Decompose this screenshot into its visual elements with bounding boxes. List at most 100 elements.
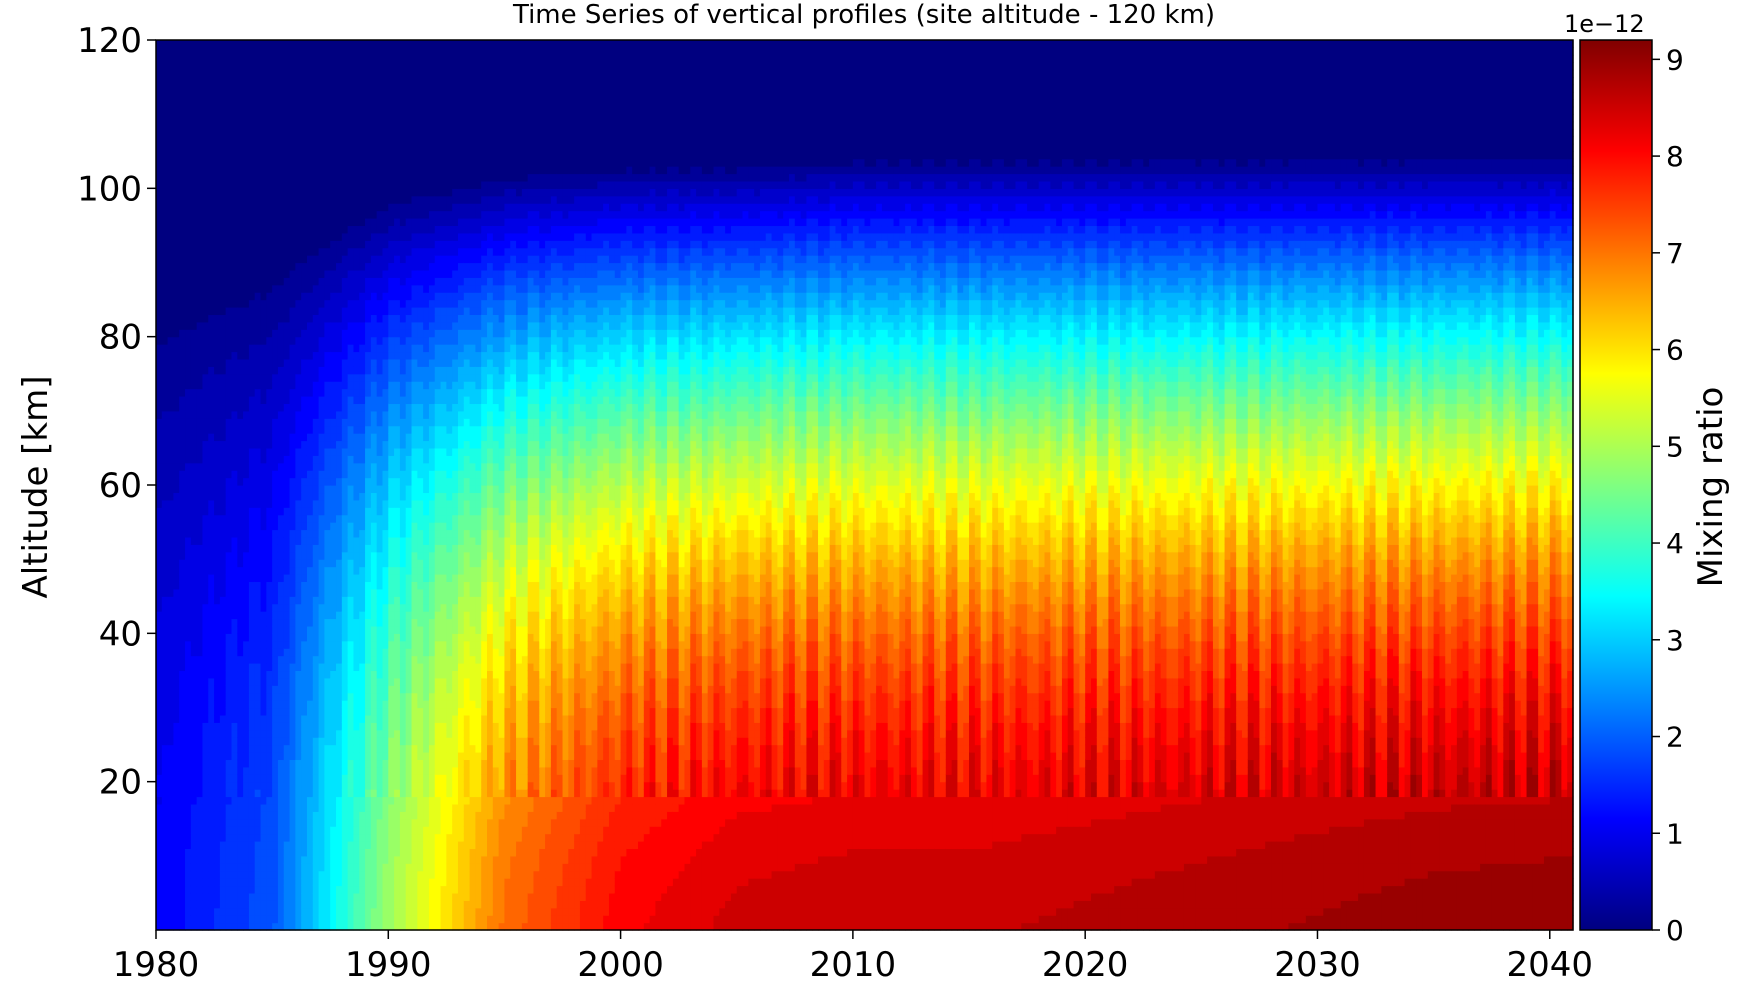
heatmap-cell: [173, 69, 180, 78]
heatmap-cell: [312, 863, 320, 872]
heatmap-cell: [266, 40, 273, 49]
heatmap-cell: [190, 336, 198, 345]
heatmap-cell: [173, 225, 180, 234]
heatmap-cell: [347, 84, 355, 93]
heatmap-cell: [295, 596, 302, 605]
heatmap-cell: [185, 69, 192, 78]
heatmap-cell: [254, 344, 262, 353]
heatmap-cell: [214, 121, 221, 130]
heatmap-cell: [370, 366, 378, 375]
heatmap-cell: [190, 766, 198, 775]
heatmap-cell: [277, 314, 285, 323]
heatmap-cell: [179, 158, 186, 167]
heatmap-cell: [359, 388, 366, 397]
heatmap-cell: [353, 166, 360, 175]
heatmap-cell: [388, 292, 395, 301]
heatmap-cell: [237, 633, 244, 642]
heatmap-cell: [272, 129, 279, 138]
heatmap-cell: [156, 358, 163, 367]
heatmap-cell: [306, 114, 314, 123]
heatmap-cell: [156, 151, 163, 160]
heatmap-cell: [330, 114, 337, 123]
heatmap-cell: [266, 700, 273, 709]
heatmap-cell: [283, 640, 291, 649]
heatmap-cell: [202, 915, 209, 924]
heatmap-cell: [231, 136, 238, 145]
heatmap-cell: [277, 722, 285, 731]
heatmap-cell: [330, 358, 337, 367]
heatmap-cell: [388, 158, 395, 167]
heatmap-cell: [353, 722, 360, 731]
heatmap-cell: [301, 588, 308, 597]
heatmap-cell: [353, 269, 360, 278]
heatmap-cell: [243, 262, 250, 271]
heatmap-cell: [359, 841, 366, 850]
heatmap-cell: [190, 892, 198, 901]
heatmap-cell: [283, 455, 291, 464]
heatmap-cell: [365, 136, 372, 145]
heatmap-cell: [359, 603, 366, 612]
heatmap-cell: [179, 841, 186, 850]
heatmap-cell: [225, 247, 233, 256]
heatmap-cell: [208, 151, 215, 160]
heatmap-cell: [295, 203, 302, 212]
heatmap-cell: [185, 752, 192, 761]
heatmap-cell: [225, 789, 233, 798]
heatmap-cell: [289, 403, 296, 412]
heatmap-cell: [341, 737, 349, 746]
heatmap-cell: [289, 62, 296, 71]
heatmap-cell: [347, 277, 355, 286]
heatmap-cell: [330, 351, 337, 360]
heatmap-cell: [394, 433, 401, 442]
heatmap-cell: [167, 596, 175, 605]
heatmap-cell: [179, 603, 186, 612]
heatmap-cell: [196, 514, 204, 523]
heatmap-cell: [219, 91, 227, 100]
heatmap-cell: [231, 218, 238, 227]
heatmap-cell: [341, 151, 349, 160]
heatmap-cell: [277, 714, 285, 723]
heatmap-cell: [359, 381, 366, 390]
heatmap-cell: [179, 307, 186, 316]
heatmap-cell: [196, 40, 204, 49]
heatmap-cell: [272, 692, 279, 701]
heatmap-cell: [382, 218, 389, 227]
heatmap-cell: [237, 907, 244, 916]
heatmap-cell: [394, 737, 401, 746]
heatmap-cell: [341, 210, 349, 219]
heatmap-cell: [266, 381, 273, 390]
heatmap-cell: [161, 648, 169, 657]
heatmap-cell: [231, 336, 238, 345]
heatmap-cell: [365, 470, 372, 479]
heatmap-cell: [336, 663, 343, 672]
heatmap-cell: [231, 796, 238, 805]
heatmap-cell: [167, 707, 175, 716]
heatmap-cell: [341, 351, 349, 360]
heatmap-cell: [179, 351, 186, 360]
heatmap-cell: [341, 381, 349, 390]
heatmap-cell: [173, 796, 180, 805]
heatmap-cell: [173, 381, 180, 390]
heatmap-cell: [237, 625, 244, 634]
heatmap-cell: [167, 433, 175, 442]
heatmap-cell: [243, 314, 250, 323]
heatmap-cell: [388, 900, 395, 909]
heatmap-cell: [219, 685, 227, 694]
heatmap-cell: [243, 707, 250, 716]
heatmap-cell: [237, 744, 244, 753]
heatmap-cell: [208, 321, 215, 330]
heatmap-cell: [306, 811, 314, 820]
heatmap-cell: [277, 885, 285, 894]
heatmap-cell: [277, 514, 285, 523]
heatmap-cell: [202, 581, 209, 590]
heatmap-cell: [167, 581, 175, 590]
heatmap-cell: [179, 284, 186, 293]
heatmap-cell: [341, 596, 349, 605]
heatmap-cell: [359, 759, 366, 768]
heatmap-cell: [202, 774, 209, 783]
heatmap-cell: [376, 129, 384, 138]
heatmap-cell: [219, 848, 227, 857]
heatmap-cell: [219, 663, 227, 672]
heatmap-cell: [161, 247, 169, 256]
heatmap-cell: [260, 581, 267, 590]
